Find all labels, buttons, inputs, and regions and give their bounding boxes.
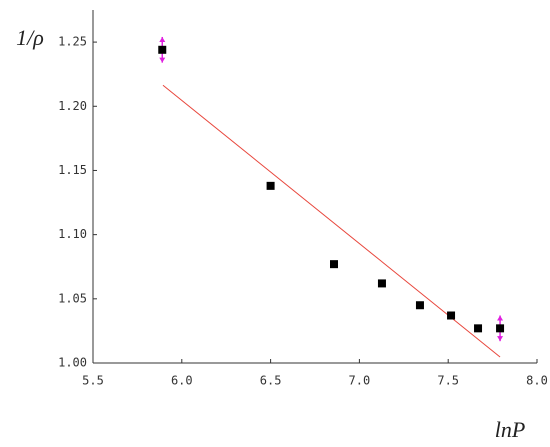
error-cap: [497, 336, 504, 342]
y-tick-label: 1.10: [58, 227, 87, 241]
fit-line: [162, 84, 501, 358]
error-cap: [159, 36, 166, 42]
point: [158, 45, 167, 54]
x-axis-label: lnP: [495, 417, 526, 442]
point: [415, 301, 424, 310]
x-tick-label: 7.0: [349, 374, 371, 388]
point: [377, 279, 386, 288]
point: [447, 311, 456, 320]
y-tick-label: 1.00: [58, 356, 87, 370]
x-tick-label: 8.0: [526, 374, 548, 388]
x-tick-label: 5.5: [82, 374, 104, 388]
x-tick-label: 6.0: [171, 374, 193, 388]
y-axis-label: 1/ρ: [16, 25, 44, 50]
point: [496, 324, 505, 333]
point: [266, 181, 275, 190]
x-tick-label: 7.5: [437, 374, 459, 388]
error-cap: [159, 57, 166, 63]
point: [474, 324, 483, 333]
y-tick-label: 1.20: [58, 99, 87, 113]
error-cap: [497, 315, 504, 321]
y-tick-label: 1.15: [58, 163, 87, 177]
y-tick-label: 1.05: [58, 291, 87, 305]
point: [330, 260, 339, 269]
y-tick-label: 1.25: [58, 35, 87, 49]
x-tick-label: 6.5: [260, 374, 282, 388]
